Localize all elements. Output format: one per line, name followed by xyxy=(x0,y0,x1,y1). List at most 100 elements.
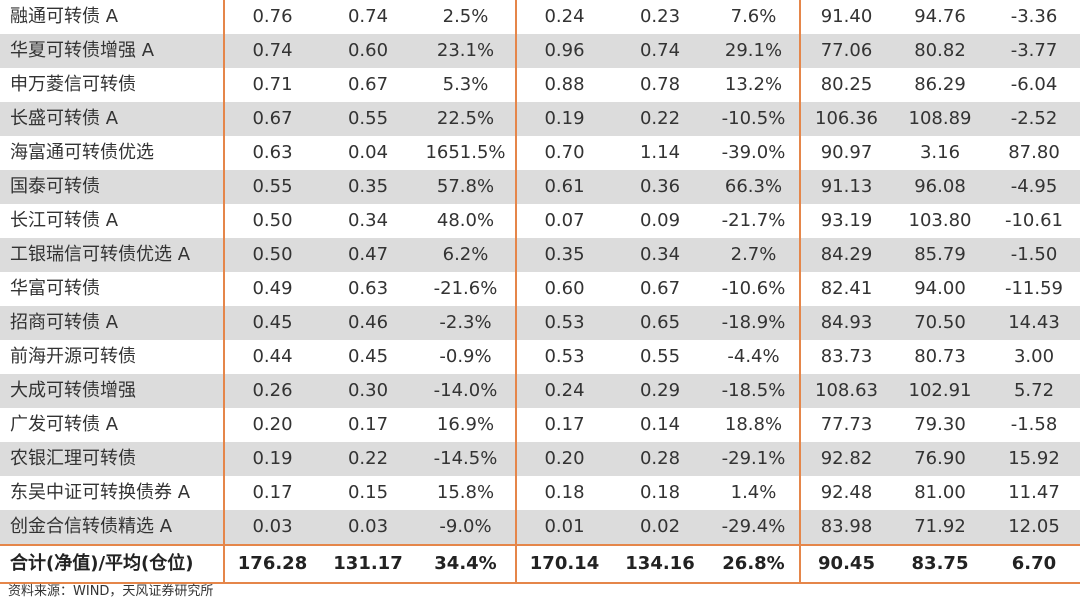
value-cell: 29.1% xyxy=(708,34,800,68)
value-cell: 0.15 xyxy=(347,482,389,503)
value-cell: 2.5% xyxy=(442,6,489,27)
value-cell: 11.47 xyxy=(1008,482,1060,503)
table-row: 海富通可转债优选 0.63 0.04 1651.5% 0.70 1.14 -39.0% 90.… xyxy=(0,136,1080,170)
value-cell: 13.2% xyxy=(724,74,783,95)
value-cell: -10.61 xyxy=(1004,210,1064,231)
value-cell: 0.74 xyxy=(612,34,708,68)
table-row: 国泰可转债 0.55 0.35 57.8% 0.61 0.36 66.3% 91.13 96.0… xyxy=(0,170,1080,204)
value-cell: 0.45 xyxy=(347,346,389,367)
value-cell: 0.07 xyxy=(515,204,612,238)
value-cell: 6.70 xyxy=(988,544,1080,584)
value-cell: 0.24 xyxy=(515,374,612,408)
fund-name-cell: 长盛可转债 A xyxy=(0,102,224,136)
value-cell: 131.17 xyxy=(320,544,416,584)
value-cell: -0.9% xyxy=(439,346,492,367)
value-cell: 0.44 xyxy=(223,340,320,374)
fund-name-cell: 前海开源可转债 xyxy=(10,346,136,367)
value-cell: -21.6% xyxy=(433,278,498,299)
table-row: 长盛可转债 A 0.67 0.55 22.5% 0.19 0.22 -10.5% 106.36… xyxy=(0,102,1080,136)
value-cell: 90.45 xyxy=(799,544,892,584)
value-cell: 84.29 xyxy=(799,238,892,272)
value-cell: 0.63 xyxy=(223,136,320,170)
value-cell: 93.19 xyxy=(799,204,892,238)
value-cell: 0.28 xyxy=(612,442,708,476)
value-cell: 79.30 xyxy=(914,414,966,435)
value-cell: -1.58 xyxy=(1010,414,1058,435)
value-cell: -29.4% xyxy=(708,510,800,545)
value-cell: 0.34 xyxy=(612,238,708,272)
value-cell: 85.79 xyxy=(892,238,988,272)
value-cell: 0.61 xyxy=(515,170,612,204)
value-cell: 81.00 xyxy=(914,482,966,503)
value-cell: -11.59 xyxy=(1004,278,1064,299)
fund-name-cell: 融通可转债 A xyxy=(10,6,119,27)
value-cell: 0.47 xyxy=(320,238,416,272)
value-cell: -3.36 xyxy=(1010,6,1058,27)
fund-name-cell: 广发可转债 A xyxy=(10,414,119,435)
fund-name-cell: 工银瑞信可转债优选 A xyxy=(0,238,224,272)
value-cell: 134.16 xyxy=(612,544,708,584)
value-cell: 0.03 xyxy=(320,510,416,545)
value-cell: 83.73 xyxy=(799,340,892,374)
value-cell: -6.04 xyxy=(1010,74,1058,95)
value-cell: 0.17 xyxy=(347,414,389,435)
value-cell: 96.08 xyxy=(892,170,988,204)
value-cell: -29.1% xyxy=(708,442,800,476)
value-cell: 82.41 xyxy=(799,272,892,306)
value-cell: 16.9% xyxy=(436,414,495,435)
value-cell: 0.14 xyxy=(639,414,681,435)
value-cell: 7.6% xyxy=(730,6,777,27)
value-cell: 0.24 xyxy=(515,0,612,34)
value-cell: 0.18 xyxy=(639,482,681,503)
table-row: 广发可转债 A 0.20 0.17 16.9% 0.17 0.14 18.8% 77.73 79… xyxy=(0,408,1080,442)
value-cell: -9.0% xyxy=(416,510,516,545)
value-cell: 0.20 xyxy=(515,442,612,476)
value-cell: 5.72 xyxy=(988,374,1080,408)
value-cell: 0.26 xyxy=(223,374,320,408)
value-cell: 0.60 xyxy=(320,34,416,68)
table-row: 招商可转债 A 0.45 0.46 -2.3% 0.53 0.65 -18.9% 84.93 7… xyxy=(0,306,1080,340)
value-cell: 108.89 xyxy=(892,102,988,136)
value-cell: 0.76 xyxy=(223,0,320,34)
value-cell: 80.73 xyxy=(914,346,966,367)
value-cell: 87.80 xyxy=(1008,142,1060,163)
value-cell: 0.50 xyxy=(223,238,320,272)
value-cell: 18.8% xyxy=(724,414,783,435)
value-cell: 5.3% xyxy=(442,74,489,95)
table-row: 工银瑞信可转债优选 A 0.50 0.47 6.2% 0.35 0.34 2.7% 84.29… xyxy=(0,238,1080,272)
value-cell: 0.74 xyxy=(347,6,389,27)
value-cell: 83.75 xyxy=(892,544,988,584)
value-cell: -2.3% xyxy=(416,306,516,340)
table-row: 华富可转债 0.49 0.63 -21.6% 0.60 0.67 -10.6% 82.41 94… xyxy=(0,272,1080,306)
value-cell: -4.4% xyxy=(727,346,780,367)
fund-name-cell: 申万菱信可转债 xyxy=(10,74,136,95)
value-cell: 12.05 xyxy=(988,510,1080,545)
value-cell: -10.5% xyxy=(708,102,800,136)
value-cell: 176.28 xyxy=(223,544,320,584)
value-cell: 22.5% xyxy=(416,102,516,136)
value-cell: 1651.5% xyxy=(425,142,506,163)
value-cell: 0.53 xyxy=(515,306,612,340)
value-cell: 0.96 xyxy=(515,34,612,68)
fund-name-cell: 华富可转债 xyxy=(10,278,100,299)
value-cell: -14.0% xyxy=(416,374,516,408)
value-cell: 66.3% xyxy=(708,170,800,204)
value-cell: 34.4% xyxy=(416,544,516,584)
value-cell: 0.67 xyxy=(639,278,681,299)
value-cell: 0.17 xyxy=(515,408,612,442)
value-cell: -10.6% xyxy=(721,278,786,299)
value-cell: 0.67 xyxy=(223,102,320,136)
table-row: 东吴中证可转换债券 A 0.17 0.15 15.8% 0.18 0.18 1.4% 92.4… xyxy=(0,476,1080,510)
value-cell: 0.67 xyxy=(347,74,389,95)
value-cell: 57.8% xyxy=(416,170,516,204)
value-cell: 91.40 xyxy=(799,0,892,34)
convertible-bond-fund-table: 融通可转债 A 0.76 0.74 2.5% 0.24 0.23 7.6% 91.40 94.7… xyxy=(0,0,1080,584)
value-cell: 0.65 xyxy=(612,306,708,340)
value-cell: 71.92 xyxy=(892,510,988,545)
value-cell: 76.90 xyxy=(892,442,988,476)
fund-name-cell: 大成可转债增强 xyxy=(0,374,224,408)
value-cell: 0.29 xyxy=(612,374,708,408)
value-cell: 92.48 xyxy=(799,476,892,510)
value-cell: 0.78 xyxy=(639,74,681,95)
